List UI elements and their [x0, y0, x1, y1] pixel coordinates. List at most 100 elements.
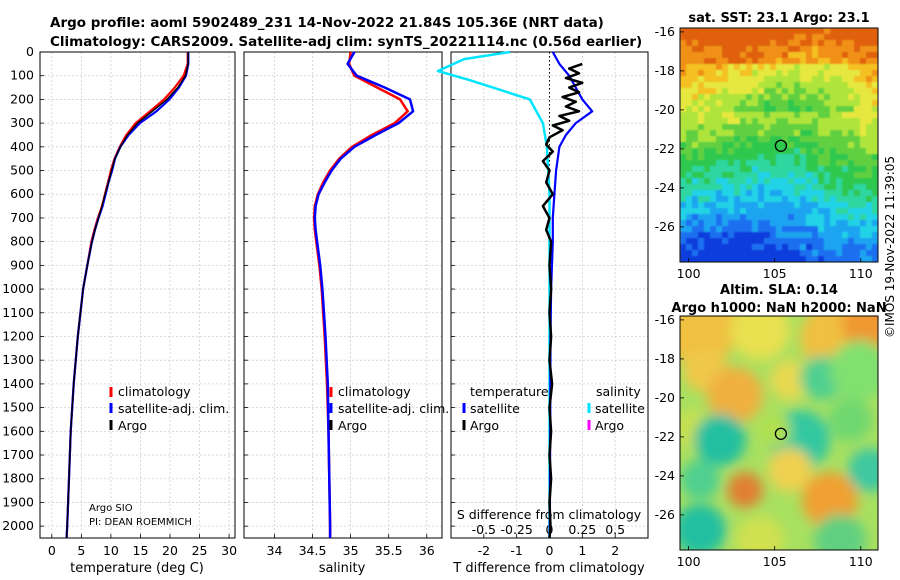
x-tick-label: -1 [510, 543, 522, 558]
x-tick-label: 110 [849, 266, 873, 281]
temperature-axes-frame [39, 51, 236, 539]
difference-xlabel-salinity: S difference from climatology [457, 507, 642, 522]
x-tick-label: 0 [48, 543, 56, 558]
legend-label: Argo [338, 418, 367, 433]
x-tick-label: 105 [763, 266, 787, 281]
sla-map-title-1: Altim. SLA: 0.14 [720, 283, 838, 298]
difference-xlabel-temperature: T difference from climatology [452, 561, 645, 576]
y-tick-label: 1800 [2, 471, 34, 486]
temperature-xlabel: temperature (deg C) [70, 561, 204, 576]
y-tick-label: 1100 [2, 305, 34, 320]
legend-label: Argo [118, 418, 147, 433]
y-tick-label: 500 [10, 163, 34, 178]
x-tick-label: -2 [478, 543, 490, 558]
legend-label: satellite [595, 401, 645, 416]
y-tick-label: 300 [10, 115, 34, 130]
x-tick-label: 34 [267, 543, 283, 558]
sst-map-frame [679, 27, 879, 263]
x-tick-label: 20 [162, 543, 178, 558]
x-tick-label: 110 [849, 554, 873, 569]
y-tick-label: -26 [655, 507, 675, 522]
x-tick-label-salinity: 0.25 [568, 522, 596, 537]
sla-field [680, 316, 878, 550]
y-tick-label: 1000 [2, 281, 34, 296]
y-tick-label: 200 [10, 91, 34, 106]
x-tick-label: 15 [133, 543, 149, 558]
salinity-axes-frame [243, 51, 443, 539]
y-tick-label: -26 [655, 219, 675, 234]
legend-label: satellite [470, 401, 520, 416]
title-line-1: Argo profile: aoml 5902489_231 14-Nov-20… [50, 15, 604, 31]
sla-map-frame [679, 315, 879, 551]
x-tick-label: 1 [578, 543, 586, 558]
x-tick-label: 35.5 [375, 543, 403, 558]
x-tick-label: 2 [611, 543, 619, 558]
x-tick-label: 34.5 [299, 543, 327, 558]
y-tick-label: 1700 [2, 447, 34, 462]
legend-label: Argo [595, 418, 624, 433]
legend-label: satellite-adj. clim. [338, 401, 449, 416]
series-line-satellite-s [436, 50, 551, 538]
x-tick-label: 105 [763, 554, 787, 569]
y-tick-label: -24 [655, 180, 675, 195]
argo-location-marker [774, 427, 788, 440]
y-tick-label: 2000 [2, 518, 34, 533]
sst-map-title: sat. SST: 23.1 Argo: 23.1 [688, 11, 869, 26]
y-tick-label: -20 [655, 390, 675, 405]
series-line-climatology [65, 52, 189, 539]
legend-label: climatology [118, 384, 191, 399]
y-tick-label: 1600 [2, 423, 34, 438]
y-tick-label: 600 [10, 186, 34, 201]
x-tick-label: 100 [677, 554, 701, 569]
y-tick-label: -22 [655, 141, 675, 156]
x-tick-label: 35 [343, 543, 359, 558]
y-tick-label: -16 [655, 24, 675, 39]
y-tick-label: 800 [10, 234, 34, 249]
x-tick-label: 25 [192, 543, 208, 558]
x-tick-label: 0 [546, 543, 554, 558]
series-line-satellite-adj-clim- [313, 51, 415, 538]
difference-legend: temperature salinity satellite Argo sate… [462, 384, 645, 433]
legend-title-salinity: salinity [596, 384, 641, 399]
y-tick-label: -18 [655, 63, 675, 78]
salinity-xlabel: salinity [319, 561, 366, 576]
x-tick-label: 10 [103, 543, 119, 558]
title-line-2: Climatology: CARS2009. Satellite-adj cli… [50, 34, 642, 50]
salinity-panel: 34 34.5 35 35.5 36 salinity climatology sate… [243, 51, 449, 576]
y-tick-label: 700 [10, 210, 34, 225]
y-tick-label: 900 [10, 257, 34, 272]
legend-label: Argo [470, 418, 499, 433]
y-tick-label: -16 [655, 312, 675, 327]
y-tick-label: 1300 [2, 352, 34, 367]
series-line-argo-t [541, 62, 584, 539]
y-tick-label: 100 [10, 68, 34, 83]
series-line-argo [65, 52, 190, 539]
y-tick-label: 1400 [2, 376, 34, 391]
temperature-panel: 0100200300400500600700800900100011001200… [2, 44, 237, 576]
y-tick-label: 400 [10, 139, 34, 154]
x-tick-label: 100 [677, 266, 701, 281]
y-tick-label: -22 [655, 429, 675, 444]
y-tick-label: 1500 [2, 400, 34, 415]
credit-pi: PI: DEAN ROEMMICH [89, 517, 192, 528]
x-tick-label-salinity: 0.5 [605, 522, 625, 537]
x-tick-label-salinity: -0.25 [500, 522, 532, 537]
legend-label: satellite-adj. clim. [118, 401, 229, 416]
imos-watermark: ©IMOS 19-Nov-2022 11:39:05 [883, 155, 897, 338]
salinity-legend: climatology satellite-adj. clim. Argo [329, 384, 449, 433]
argo-location-marker [774, 139, 788, 152]
credit-argo: Argo SIO [89, 503, 133, 514]
sst-raster [680, 28, 878, 262]
legend-label: climatology [338, 384, 411, 399]
sla-map: Altim. SLA: 0.14 Argo h1000: NaN h2000: … [655, 283, 887, 569]
sla-map-title-2: Argo h1000: NaN h2000: NaN [671, 301, 886, 316]
y-tick-label: -24 [655, 468, 675, 483]
x-tick-label: 5 [77, 543, 85, 558]
x-tick-label: 30 [221, 543, 237, 558]
y-tick-label: 0 [26, 44, 34, 59]
x-tick-label: 36 [419, 543, 435, 558]
y-tick-label: -18 [655, 351, 675, 366]
x-tick-label-salinity: -0.5 [472, 522, 496, 537]
difference-panel: -2 -1 0 1 2-0.5 -0.25 0 0.25 0.5 T difference fr… [436, 50, 649, 576]
